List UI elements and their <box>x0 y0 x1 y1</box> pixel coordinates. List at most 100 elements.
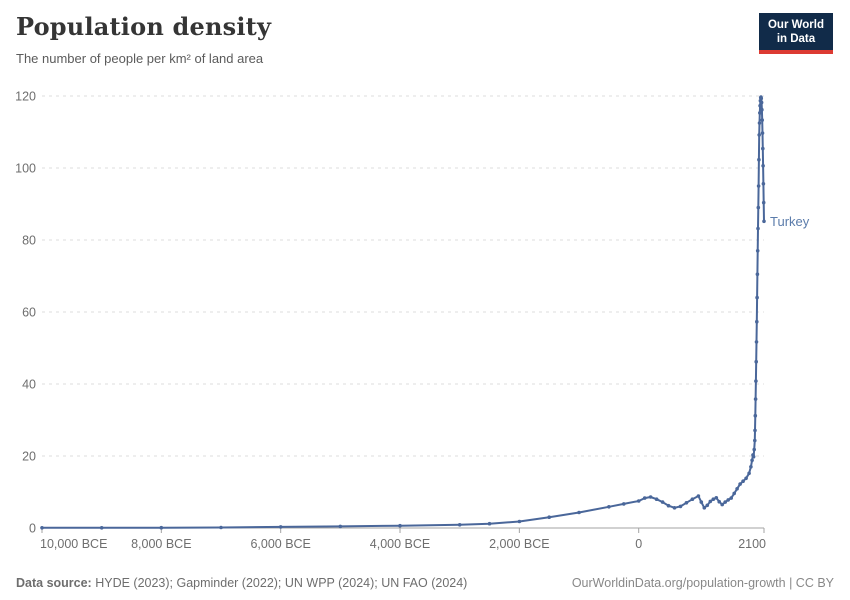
data-point <box>757 133 761 137</box>
data-point <box>753 397 758 401</box>
data-point <box>714 496 719 500</box>
data-point <box>749 465 753 469</box>
data-point <box>40 526 44 530</box>
y-tick-label: 60 <box>22 306 36 320</box>
data-point <box>99 526 104 530</box>
data-point <box>720 502 724 507</box>
owid-logo-line2: in Data <box>776 33 816 46</box>
data-point <box>757 157 761 162</box>
data-point <box>159 525 164 530</box>
owid-logo[interactable]: Our World in Data <box>758 13 833 54</box>
data-point <box>690 497 695 502</box>
data-point <box>751 454 756 459</box>
data-point <box>660 500 665 504</box>
data-point <box>756 205 761 210</box>
page-title: Population density <box>16 12 272 41</box>
y-tick-label: 120 <box>15 90 36 104</box>
x-tick-label: 10,000 BCE <box>40 537 107 551</box>
data-point <box>747 471 751 476</box>
credit-link[interactable]: OurWorldinData.org/population-growth | C… <box>571 576 834 590</box>
chart-subtitle: The number of people per km² of land are… <box>16 51 264 66</box>
data-point <box>732 491 736 496</box>
data-point <box>666 503 671 508</box>
data-point <box>752 447 756 452</box>
x-tick-label: 8,000 BCE <box>131 537 191 551</box>
data-point <box>761 182 766 186</box>
data-point <box>761 200 766 205</box>
data-source-note: Data source: HYDE (2023); Gapminder (202… <box>16 576 467 590</box>
data-point <box>398 523 402 528</box>
data-point <box>753 438 757 443</box>
data-point <box>755 319 759 324</box>
data-point <box>717 499 721 504</box>
data-point <box>642 496 647 500</box>
data-point <box>760 131 765 135</box>
data-point <box>758 111 762 115</box>
data-point <box>705 503 710 508</box>
data-point <box>607 505 611 509</box>
data-point <box>729 496 733 500</box>
data-point <box>756 226 760 231</box>
data-point <box>758 103 762 108</box>
data-point <box>648 495 653 499</box>
data-point <box>622 502 626 506</box>
data-point <box>755 295 759 300</box>
data-point <box>278 525 283 529</box>
y-tick-label: 80 <box>22 234 36 248</box>
data-point <box>741 479 745 484</box>
data-point <box>547 515 551 519</box>
data-point <box>754 359 758 364</box>
x-tick-label: 4,000 BCE <box>370 537 430 551</box>
x-tick-label: 2,000 BCE <box>489 537 549 551</box>
x-tick-label: 0 <box>635 537 642 551</box>
data-point <box>699 500 704 504</box>
data-point <box>755 272 760 277</box>
data-point <box>756 184 761 188</box>
data-point <box>711 497 716 502</box>
data-point <box>760 118 764 122</box>
data-point <box>457 523 462 527</box>
entity-label: Turkey <box>770 214 810 229</box>
data-point <box>338 524 343 529</box>
data-point <box>759 96 764 101</box>
data-point <box>219 525 223 530</box>
data-point <box>744 476 748 481</box>
data-point <box>696 494 701 498</box>
chart-footer: Data source: HYDE (2023); Gapminder (202… <box>0 576 850 590</box>
series-line <box>41 96 765 529</box>
owid-logo-line1: Our World <box>767 19 824 31</box>
data-point <box>754 340 759 344</box>
x-tick-label: 2100 <box>738 537 766 551</box>
y-tick-label: 0 <box>29 522 36 536</box>
data-point <box>723 500 727 504</box>
data-point <box>738 482 742 486</box>
data-point <box>487 521 492 526</box>
data-point <box>761 164 765 168</box>
data-point <box>759 100 764 105</box>
data-point <box>517 519 522 524</box>
data-point <box>754 379 758 383</box>
y-tick-label: 40 <box>22 378 36 392</box>
data-point <box>762 219 766 224</box>
data-point <box>684 501 689 505</box>
data-point <box>761 146 765 151</box>
data-source-text: HYDE (2023); Gapminder (2022); UN WPP (2… <box>91 576 468 590</box>
x-tick-label: 6,000 BCE <box>250 537 310 551</box>
y-tick-label: 100 <box>15 162 36 176</box>
data-point <box>757 121 762 125</box>
data-point <box>753 413 758 418</box>
data-point <box>636 499 641 503</box>
data-point <box>678 504 683 509</box>
data-point <box>708 499 713 504</box>
data-point <box>702 506 707 510</box>
y-tick-label: 20 <box>22 450 36 464</box>
data-point <box>654 497 659 502</box>
data-point <box>672 506 677 510</box>
data-point <box>753 428 757 433</box>
data-point <box>726 498 730 502</box>
data-point <box>750 458 754 463</box>
data-source-label: Data source: <box>16 576 92 590</box>
data-point <box>577 510 581 515</box>
data-point <box>760 107 764 112</box>
